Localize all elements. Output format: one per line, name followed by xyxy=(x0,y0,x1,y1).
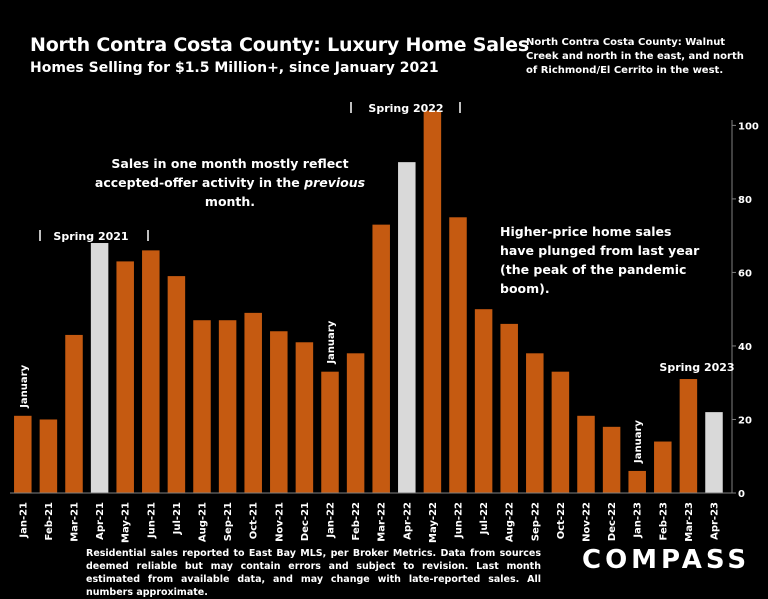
y-tick-label: 0 xyxy=(738,489,745,500)
x-tick-label: Oct-22 xyxy=(556,502,567,539)
bar-feb-23 xyxy=(654,441,672,493)
bar-apr-22 xyxy=(398,162,416,493)
accepted-offer-note: Sales in one month mostly reflect accept… xyxy=(80,154,380,211)
bar-jun-21 xyxy=(142,250,160,493)
bar-oct-22 xyxy=(551,371,570,493)
bar-sep-21 xyxy=(218,320,237,493)
x-tick-label: Jan-23 xyxy=(633,502,644,539)
bar-aug-22 xyxy=(500,323,518,493)
x-tick-label: Sep-21 xyxy=(223,502,234,541)
bar-jan-23 xyxy=(628,470,646,493)
plunged-note: Higher-price home sales have plunged fro… xyxy=(500,224,700,296)
bar-jul-21 xyxy=(167,276,186,493)
x-tick-label: May-21 xyxy=(121,502,132,543)
x-tick-label: Jun-22 xyxy=(454,502,465,539)
compass-logo: COMPASS xyxy=(582,545,751,575)
bar-nov-21 xyxy=(270,331,288,493)
spring-2023-label: Spring 2023 xyxy=(659,361,734,374)
x-tick-label: Jan-21 xyxy=(18,502,29,539)
x-tick-label: Aug-22 xyxy=(505,502,516,542)
x-tick-label: Dec-22 xyxy=(607,502,618,541)
x-tick-label: Sep-22 xyxy=(530,502,541,541)
spring-2021-label: Spring 2021 xyxy=(53,230,128,243)
y-tick-label: 20 xyxy=(738,415,752,426)
x-tick-label: Dec-21 xyxy=(300,502,311,541)
y-tick-label: 40 xyxy=(738,342,752,353)
x-tick-label: Oct-21 xyxy=(249,502,260,539)
x-tick-label: Aug-21 xyxy=(198,502,209,542)
x-tick-label: Jul-21 xyxy=(172,502,183,535)
x-tick-label: Nov-22 xyxy=(582,502,593,542)
bar-sep-22 xyxy=(526,353,544,493)
accepted-offer-note-em: previous xyxy=(304,175,366,190)
bar-jan-22 xyxy=(321,371,339,493)
x-tick-label: Mar-21 xyxy=(70,502,81,542)
bar-nov-22 xyxy=(577,415,595,493)
bar-dec-21 xyxy=(295,342,314,493)
bar-oct-21 xyxy=(244,312,262,493)
bar-apr-21 xyxy=(90,243,109,493)
bar-may-22 xyxy=(423,110,442,493)
x-tick-label: Mar-22 xyxy=(377,502,388,542)
accepted-offer-note-post: month. xyxy=(204,194,256,209)
bar-dec-22 xyxy=(602,426,621,493)
bar-feb-21 xyxy=(39,419,58,493)
bar-mar-23 xyxy=(679,379,698,493)
bar-may-21 xyxy=(116,261,134,493)
chart-subtitle: Homes Selling for $1.5 Million+, since J… xyxy=(30,60,439,76)
x-tick-label: Feb-21 xyxy=(44,502,55,540)
january-label: January xyxy=(633,420,644,464)
x-tick-label: Jun-21 xyxy=(146,502,157,539)
y-tick-label: 100 xyxy=(738,121,759,132)
spring-2022-label: Spring 2022 xyxy=(368,102,443,115)
bar-feb-22 xyxy=(346,353,365,493)
accepted-offer-note-pre: Sales in one month mostly reflect accept… xyxy=(94,156,349,190)
x-tick-label: Mar-23 xyxy=(684,502,695,542)
bar-apr-23 xyxy=(705,412,723,493)
x-tick-label: Apr-21 xyxy=(95,502,106,540)
x-tick-label: Feb-22 xyxy=(351,502,362,540)
january-label: January xyxy=(326,320,337,364)
x-tick-label: May-22 xyxy=(428,502,439,543)
bar-aug-21 xyxy=(193,320,211,493)
x-tick-label: Jul-22 xyxy=(479,502,490,535)
x-tick-label: Jan-22 xyxy=(326,502,337,539)
region-note: North Contra Costa County: Walnut Creek … xyxy=(526,37,744,76)
x-tick-label: Apr-23 xyxy=(710,502,721,540)
bar-mar-21 xyxy=(65,334,83,493)
chart-title: North Contra Costa County: Luxury Home S… xyxy=(30,34,529,56)
x-tick-label: Feb-23 xyxy=(658,502,669,540)
bar-jan-21 xyxy=(14,415,32,493)
january-label: January xyxy=(19,364,30,408)
footnote: Residential sales reported to East Bay M… xyxy=(86,548,541,598)
bar-jun-22 xyxy=(449,217,467,494)
bar-mar-22 xyxy=(372,224,390,493)
y-tick-label: 80 xyxy=(738,195,752,206)
x-tick-label: Apr-22 xyxy=(402,502,413,540)
y-tick-label: 60 xyxy=(738,268,752,279)
bar-jul-22 xyxy=(474,309,493,493)
x-tick-label: Nov-21 xyxy=(274,502,285,542)
